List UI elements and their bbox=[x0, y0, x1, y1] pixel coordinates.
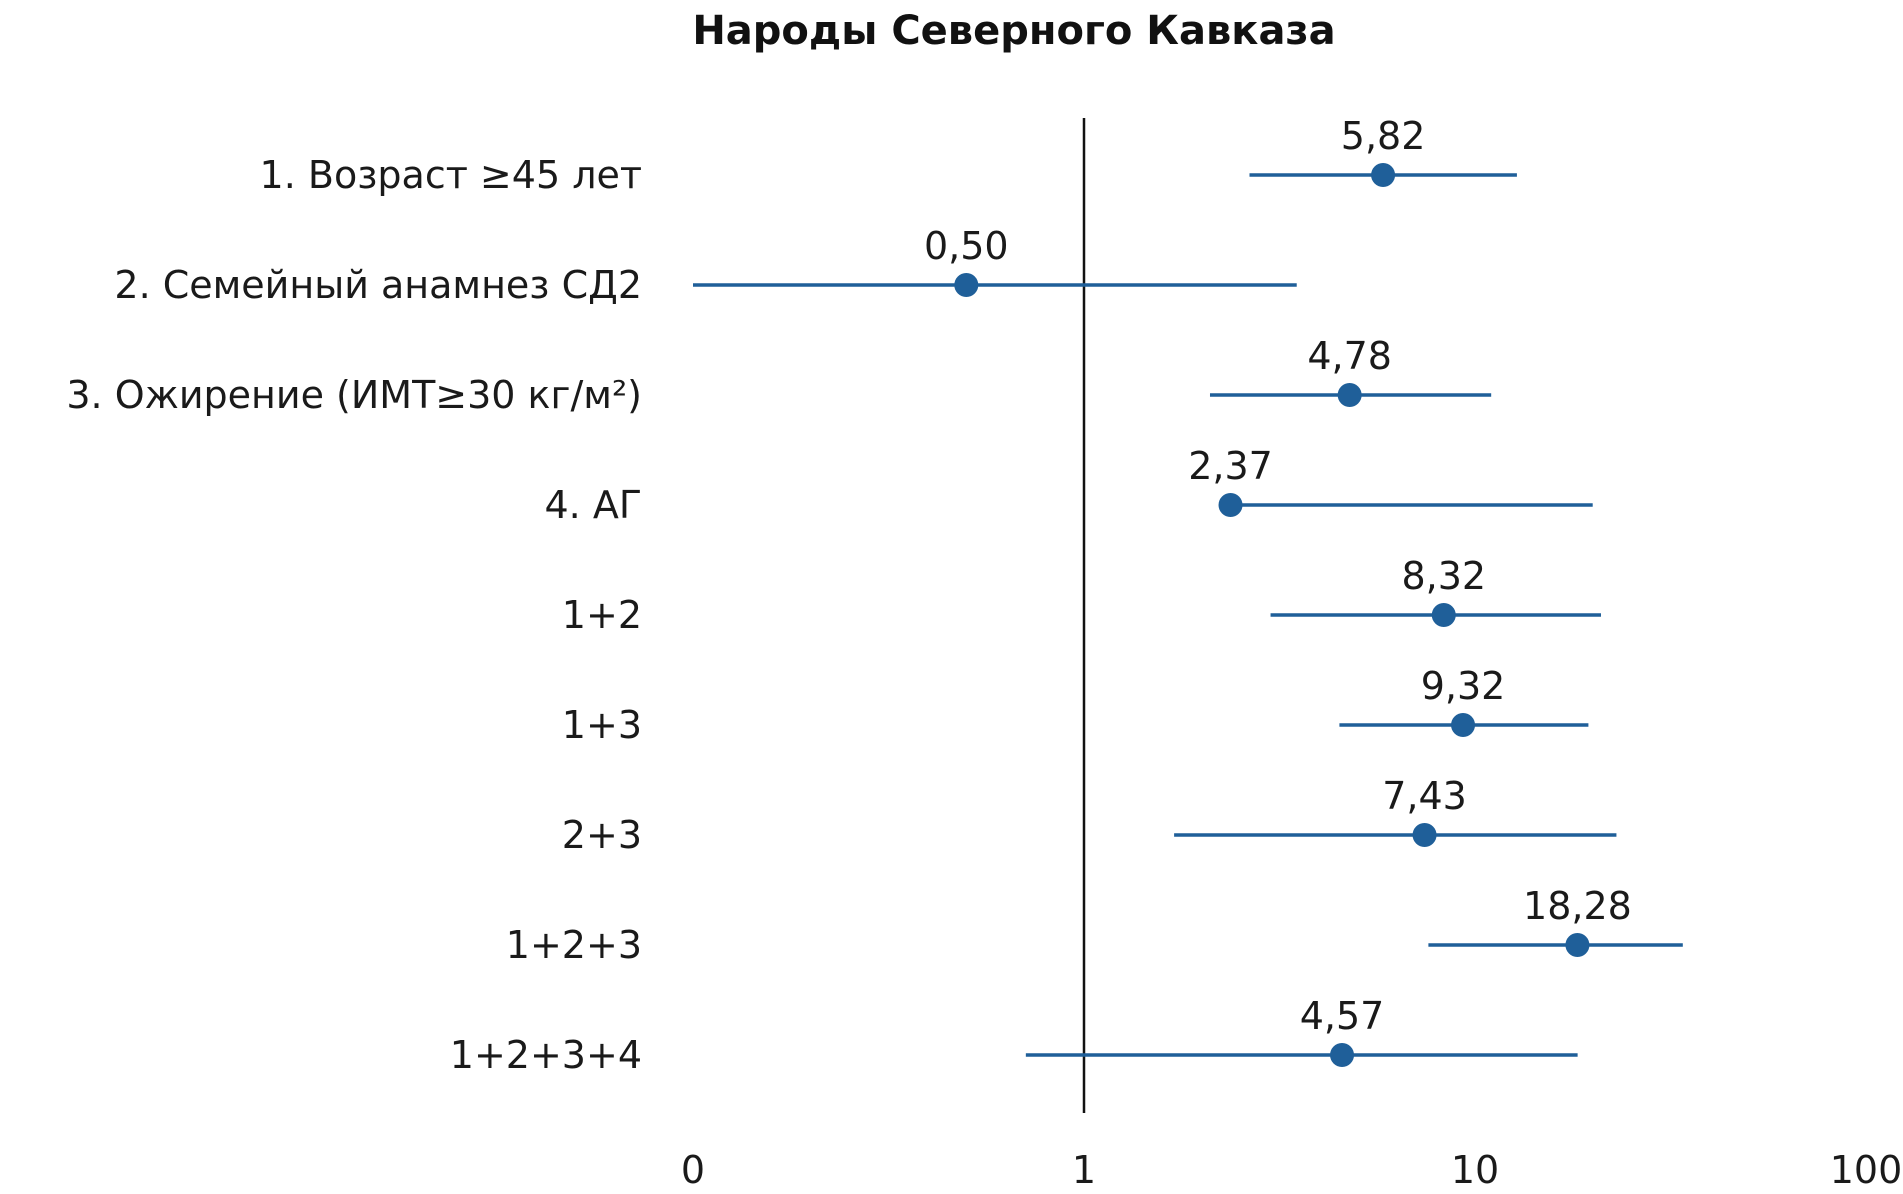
chart-title: Народы Северного Кавказа bbox=[692, 8, 1335, 54]
category-label: 1+2+3 bbox=[506, 923, 642, 967]
data-label: 7,43 bbox=[1382, 774, 1467, 818]
forest-row: 1+2+3+4 4,57 bbox=[450, 994, 1578, 1077]
forest-row: 1+2+3 18,28 bbox=[506, 884, 1683, 967]
forest-row: 1+3 9,32 bbox=[562, 664, 1589, 747]
data-label: 8,32 bbox=[1401, 554, 1486, 598]
estimate-point bbox=[1565, 933, 1590, 957]
estimate-point bbox=[1371, 163, 1396, 187]
data-label: 2,37 bbox=[1188, 444, 1273, 488]
estimate-point bbox=[1330, 1043, 1355, 1067]
estimate-point bbox=[1431, 603, 1456, 627]
category-label: 4. АГ bbox=[544, 483, 642, 527]
data-label: 18,28 bbox=[1523, 884, 1632, 928]
estimate-point bbox=[954, 273, 979, 297]
estimate-point bbox=[1218, 493, 1243, 517]
x-tick-label: 100 bbox=[1830, 1148, 1903, 1192]
x-tick-label: 10 bbox=[1451, 1148, 1499, 1192]
category-label: 2. Семейный анамнез СД2 bbox=[114, 263, 642, 307]
x-tick-label: 0 bbox=[681, 1148, 705, 1192]
data-label: 4,78 bbox=[1307, 334, 1392, 378]
category-label: 3. Ожирение (ИМТ≥30 кг/м²) bbox=[66, 373, 642, 417]
category-label: 1+2+3+4 bbox=[450, 1033, 642, 1077]
estimate-point bbox=[1412, 823, 1437, 847]
category-label: 2+3 bbox=[562, 813, 642, 857]
forest-row: 2+3 7,43 bbox=[562, 774, 1617, 857]
data-label: 9,32 bbox=[1421, 664, 1506, 708]
category-label: 1+3 bbox=[562, 703, 642, 747]
estimate-point bbox=[1337, 383, 1362, 407]
data-label: 5,82 bbox=[1341, 114, 1426, 158]
estimate-point bbox=[1451, 713, 1476, 737]
forest-row: 1. Возраст ≥45 лет 5,82 bbox=[260, 114, 1517, 197]
data-label: 0,50 bbox=[924, 224, 1009, 268]
category-label: 1+2 bbox=[562, 593, 642, 637]
forest-row: 4. АГ 2,37 bbox=[544, 444, 1593, 527]
forest-row: 2. Семейный анамнез СД2 0,50 bbox=[114, 224, 1297, 307]
forest-row: 3. Ожирение (ИМТ≥30 кг/м²) 4,78 bbox=[66, 334, 1492, 417]
data-label: 4,57 bbox=[1300, 994, 1385, 1038]
forest-row: 1+2 8,32 bbox=[562, 554, 1601, 637]
category-label: 1. Возраст ≥45 лет bbox=[260, 153, 642, 197]
x-tick-label: 1 bbox=[1072, 1148, 1096, 1192]
